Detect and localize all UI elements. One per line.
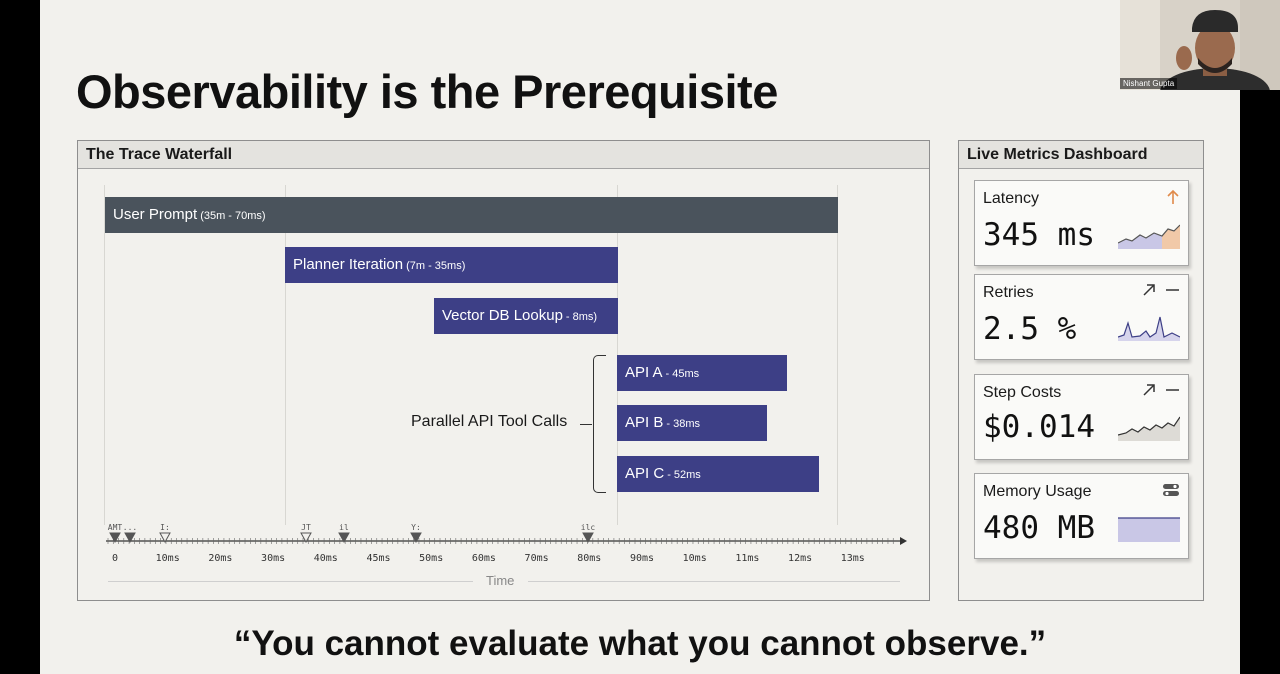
span-label: API A [625, 364, 663, 381]
event-marker[interactable] [109, 532, 121, 544]
step-costs-title: Step Costs [983, 384, 1062, 401]
axis-tick-label: 90ms [630, 553, 654, 564]
event-marker[interactable] [338, 532, 350, 544]
retries-value: 2.5 % [983, 311, 1077, 347]
retries-card[interactable]: Retries 2.5 % [974, 274, 1189, 360]
axis-tick-label: 0 [112, 553, 118, 564]
event-marker-label: AMT [108, 523, 123, 532]
memory-usage-bar [1118, 517, 1180, 542]
axis-tick-label: 30ms [261, 553, 285, 564]
slide-quote: “You cannot evaluate what you cannot obs… [233, 624, 1047, 663]
span-api-b[interactable]: API B- 38ms [617, 405, 767, 441]
event-marker-label: il [339, 523, 349, 532]
event-marker-label: JT [301, 523, 311, 532]
axis-tick-label: 80ms [577, 553, 601, 564]
event-marker-label: ilc [581, 523, 596, 532]
step-costs-sparkline [1118, 416, 1180, 441]
span-label: Vector DB Lookup [442, 307, 563, 324]
span-duration: (35m - 70ms) [200, 210, 266, 222]
axis-tick-label: 10ms [683, 553, 707, 564]
event-marker[interactable] [582, 532, 594, 544]
event-marker[interactable] [300, 532, 312, 544]
step-costs-card[interactable]: Step Costs $0.014 [974, 374, 1189, 460]
latency-card[interactable]: Latency 345 ms [974, 180, 1189, 266]
toggle-icon [1162, 482, 1180, 502]
span-duration: - 8ms) [565, 311, 598, 323]
event-marker[interactable] [410, 532, 422, 544]
axis-tick-label: 60ms [472, 553, 496, 564]
event-marker[interactable] [124, 532, 136, 544]
axis-tick-label: 40ms [314, 553, 338, 564]
span-label: Planner Iteration [293, 256, 404, 273]
span-duration: - 52ms [667, 469, 701, 481]
event-marker-label: ... [123, 523, 137, 532]
arrow-up-icon [1166, 189, 1180, 209]
trace-waterfall-panel: The Trace Waterfall User Prompt (35m - 70… [77, 140, 930, 601]
axis-tick-label: 20ms [208, 553, 232, 564]
presenter-video [1120, 0, 1280, 90]
latency-title: Latency [983, 190, 1040, 207]
arrow-up-right-icon [1142, 383, 1180, 401]
trace-panel-title: The Trace Waterfall [78, 141, 929, 169]
time-axis-guide [528, 581, 900, 582]
span-vector-db-lookup[interactable]: Vector DB Lookup - 8ms) [434, 298, 618, 334]
parallel-calls-label: Parallel API Tool Calls [411, 413, 568, 430]
span-duration: - 38ms [666, 418, 700, 430]
axis-tick-label: 10ms [156, 553, 180, 564]
parallel-bracket [593, 355, 606, 493]
slide: Observability is the Prerequisite The Tr… [40, 0, 1240, 674]
metrics-panel-title: Live Metrics Dashboard [959, 141, 1203, 169]
gridline [285, 185, 286, 525]
event-marker-label: I: [160, 523, 170, 532]
span-label: API B [625, 414, 664, 431]
span-user-prompt[interactable]: User Prompt (35m - 70ms) [105, 197, 838, 233]
slide-title: Observability is the Prerequisite [76, 65, 778, 118]
span-label: API C [625, 465, 665, 482]
span-planner-iteration[interactable]: Planner Iteration (7m - 35ms) [285, 247, 618, 283]
latency-sparkline [1118, 224, 1180, 249]
axis-tick-label: 70ms [525, 553, 549, 564]
axis-tick-label: 12ms [788, 553, 812, 564]
gridline [837, 185, 838, 525]
axis-tick-label: 13ms [841, 553, 865, 564]
parallel-connector [580, 424, 592, 425]
memory-usage-card[interactable]: Memory Usage 480 MB [974, 473, 1189, 559]
span-duration: (7m - 35ms) [406, 260, 466, 272]
span-label: User Prompt [113, 206, 198, 223]
time-axis-title: Time [486, 573, 515, 588]
axis-tick-label: 45ms [366, 553, 390, 564]
event-marker[interactable] [159, 532, 171, 544]
span-duration: - 45ms [665, 368, 700, 380]
axis-tick-label: 50ms [419, 553, 443, 564]
axis-tick-label: 11ms [735, 553, 759, 564]
arrow-up-right-icon [1142, 283, 1180, 301]
span-api-c[interactable]: API C- 52ms [617, 456, 819, 492]
step-costs-value: $0.014 [983, 409, 1095, 445]
span-api-a[interactable]: API A- 45ms [617, 355, 787, 391]
retries-sparkline [1118, 316, 1180, 341]
memory-usage-title: Memory Usage [983, 483, 1092, 500]
time-axis: 0 10ms 20ms 30ms 40ms 45ms 50ms 60ms 70ms 80ms 90m… [106, 523, 907, 564]
gridline [104, 185, 105, 525]
event-marker-label: Y: [411, 523, 421, 532]
latency-value: 345 ms [983, 217, 1095, 253]
live-metrics-panel: Live Metrics Dashboard Latency 345 ms Re… [958, 140, 1204, 601]
retries-title: Retries [983, 284, 1034, 301]
presenter-webcam: Nishant Gupta [1120, 0, 1280, 90]
time-axis-guide [108, 581, 473, 582]
memory-usage-value: 480 MB [983, 510, 1095, 546]
presenter-name: Nishant Gupta [1120, 78, 1178, 89]
